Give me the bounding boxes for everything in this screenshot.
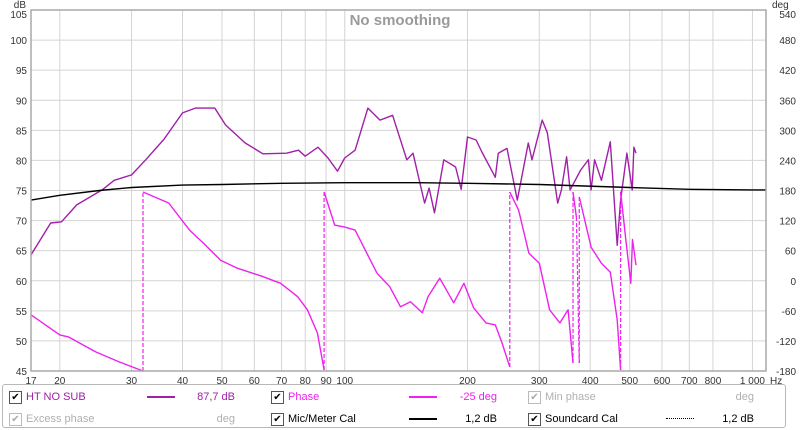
legend-label: Mic/Meter Cal xyxy=(288,413,356,425)
legend-checkbox-ht-no-sub[interactable]: ✔ xyxy=(9,391,22,404)
y2-axis-label: deg xyxy=(772,0,789,11)
x-tick-label: 1 000 xyxy=(740,376,765,384)
legend-value: deg xyxy=(735,391,754,403)
legend-item-phase: ✔ Phase -25 deg xyxy=(271,389,521,405)
series-mic-meter-cal xyxy=(30,181,767,201)
series-line xyxy=(578,196,622,371)
y2-tick-label: 480 xyxy=(779,36,796,47)
x-tick-label: 200 xyxy=(459,376,476,384)
y-axis-label: dB xyxy=(14,0,27,11)
y2-tick-label: 180 xyxy=(779,187,796,198)
legend-line-sample xyxy=(147,396,175,398)
legend-item-soundcard-cal: ✔ Soundcard Cal 1,2 dB xyxy=(528,411,778,427)
frequency-response-chart: 17 20 30 40 50 60 70 80 90 100 200 300 400 500 600 700 8… xyxy=(10,0,796,384)
legend-panel: ✔ HT NO SUB 87,7 dB ✔ Phase -25 deg ✔ Min phase… xyxy=(2,384,786,428)
axis-ticks: 17 20 30 40 50 60 70 80 90 100 200 300 400 500 600 700 8… xyxy=(10,10,796,384)
legend-label: Soundcard Cal xyxy=(545,413,618,425)
series-line xyxy=(572,191,578,218)
series-line xyxy=(142,191,325,371)
y2-tick-label: 240 xyxy=(779,156,796,167)
series xyxy=(30,107,767,372)
x-tick-label: 17 xyxy=(25,376,37,384)
y2-tick-label: -60 xyxy=(782,307,797,318)
y-tick-label: 65 xyxy=(16,247,28,258)
legend-item-ht-no-sub: ✔ HT NO SUB 87,7 dB xyxy=(9,389,259,405)
legend-label: Phase xyxy=(288,391,320,403)
x-tick-label: 90 xyxy=(321,376,333,384)
legend-value: deg xyxy=(216,413,235,425)
legend-checkbox-excess-phase[interactable]: ✔ xyxy=(9,413,22,426)
series-line xyxy=(619,191,637,284)
legend-value: 1,2 dB xyxy=(722,413,754,425)
x-tick-label: 700 xyxy=(681,376,698,384)
x-tick-label: 100 xyxy=(336,376,353,384)
x-tick-label: 600 xyxy=(654,376,671,384)
series-ht-no-sub xyxy=(30,107,637,256)
series-line xyxy=(30,314,144,372)
x-tick-label: 500 xyxy=(621,376,638,384)
y2-tick-label: 300 xyxy=(779,126,796,137)
x-tick-label: 800 xyxy=(705,376,722,384)
y-tick-label: 80 xyxy=(16,156,28,167)
legend-label: Min phase xyxy=(545,391,596,403)
series-phase xyxy=(30,191,637,372)
x-tick-label: 60 xyxy=(249,376,261,384)
y-tick-label: 105 xyxy=(10,10,27,21)
plot-frame xyxy=(30,9,767,372)
series-line xyxy=(323,191,511,368)
x-tick-label: 300 xyxy=(531,376,548,384)
legend-checkbox-mic-meter-cal[interactable]: ✔ xyxy=(271,413,284,426)
y-tick-label: 95 xyxy=(16,66,28,77)
x-tick-label: 30 xyxy=(126,376,138,384)
legend-item-min-phase: ✔ Min phase deg xyxy=(528,389,778,405)
legend-value: 1,2 dB xyxy=(465,413,497,425)
legend-value: 87,7 dB xyxy=(197,391,235,403)
x-tick-label: 80 xyxy=(300,376,312,384)
series-line xyxy=(30,181,767,201)
legend-label: HT NO SUB xyxy=(26,391,86,403)
y2-tick-label: 0 xyxy=(790,277,796,288)
y-tick-label: 50 xyxy=(16,337,28,348)
y-tick-label: 75 xyxy=(16,187,28,198)
y-tick-label: 100 xyxy=(10,36,27,47)
legend-line-sample xyxy=(409,396,437,398)
series-line xyxy=(30,107,637,256)
x-tick-label: 20 xyxy=(54,376,66,384)
legend-checkbox-phase[interactable]: ✔ xyxy=(271,391,284,404)
x-tick-label: 70 xyxy=(276,376,288,384)
x-tick-label: 40 xyxy=(177,376,189,384)
legend-checkbox-min-phase[interactable]: ✔ xyxy=(528,391,541,404)
y-tick-label: 55 xyxy=(16,307,28,318)
y2-tick-label: -180 xyxy=(776,367,796,378)
x-axis-unit: Hz xyxy=(770,376,782,384)
grid xyxy=(30,9,766,372)
y-tick-label: 85 xyxy=(16,126,28,137)
chart-title: No smoothing xyxy=(350,12,451,29)
y2-tick-label: -120 xyxy=(776,337,796,348)
y-tick-label: 90 xyxy=(16,96,28,107)
legend-item-mic-meter-cal: ✔ Mic/Meter Cal 1,2 dB xyxy=(271,411,521,427)
legend-line-sample xyxy=(666,418,694,419)
y2-tick-label: 420 xyxy=(779,66,796,77)
legend-value: -25 deg xyxy=(459,391,497,403)
legend-item-excess-phase: ✔ Excess phase deg xyxy=(9,411,259,427)
y-tick-label: 60 xyxy=(16,277,28,288)
legend-label: Excess phase xyxy=(26,413,95,425)
y2-tick-label: 120 xyxy=(779,217,796,228)
x-tick-label: 50 xyxy=(216,376,228,384)
y-tick-label: 45 xyxy=(16,367,28,378)
y2-tick-label: 60 xyxy=(785,247,797,258)
y2-tick-label: 540 xyxy=(779,10,796,21)
legend-checkbox-soundcard-cal[interactable]: ✔ xyxy=(528,413,541,426)
series-line xyxy=(509,191,574,364)
legend-line-sample xyxy=(409,418,437,420)
y2-tick-label: 360 xyxy=(779,96,796,107)
y-tick-label: 70 xyxy=(16,217,28,228)
x-tick-label: 400 xyxy=(582,376,599,384)
